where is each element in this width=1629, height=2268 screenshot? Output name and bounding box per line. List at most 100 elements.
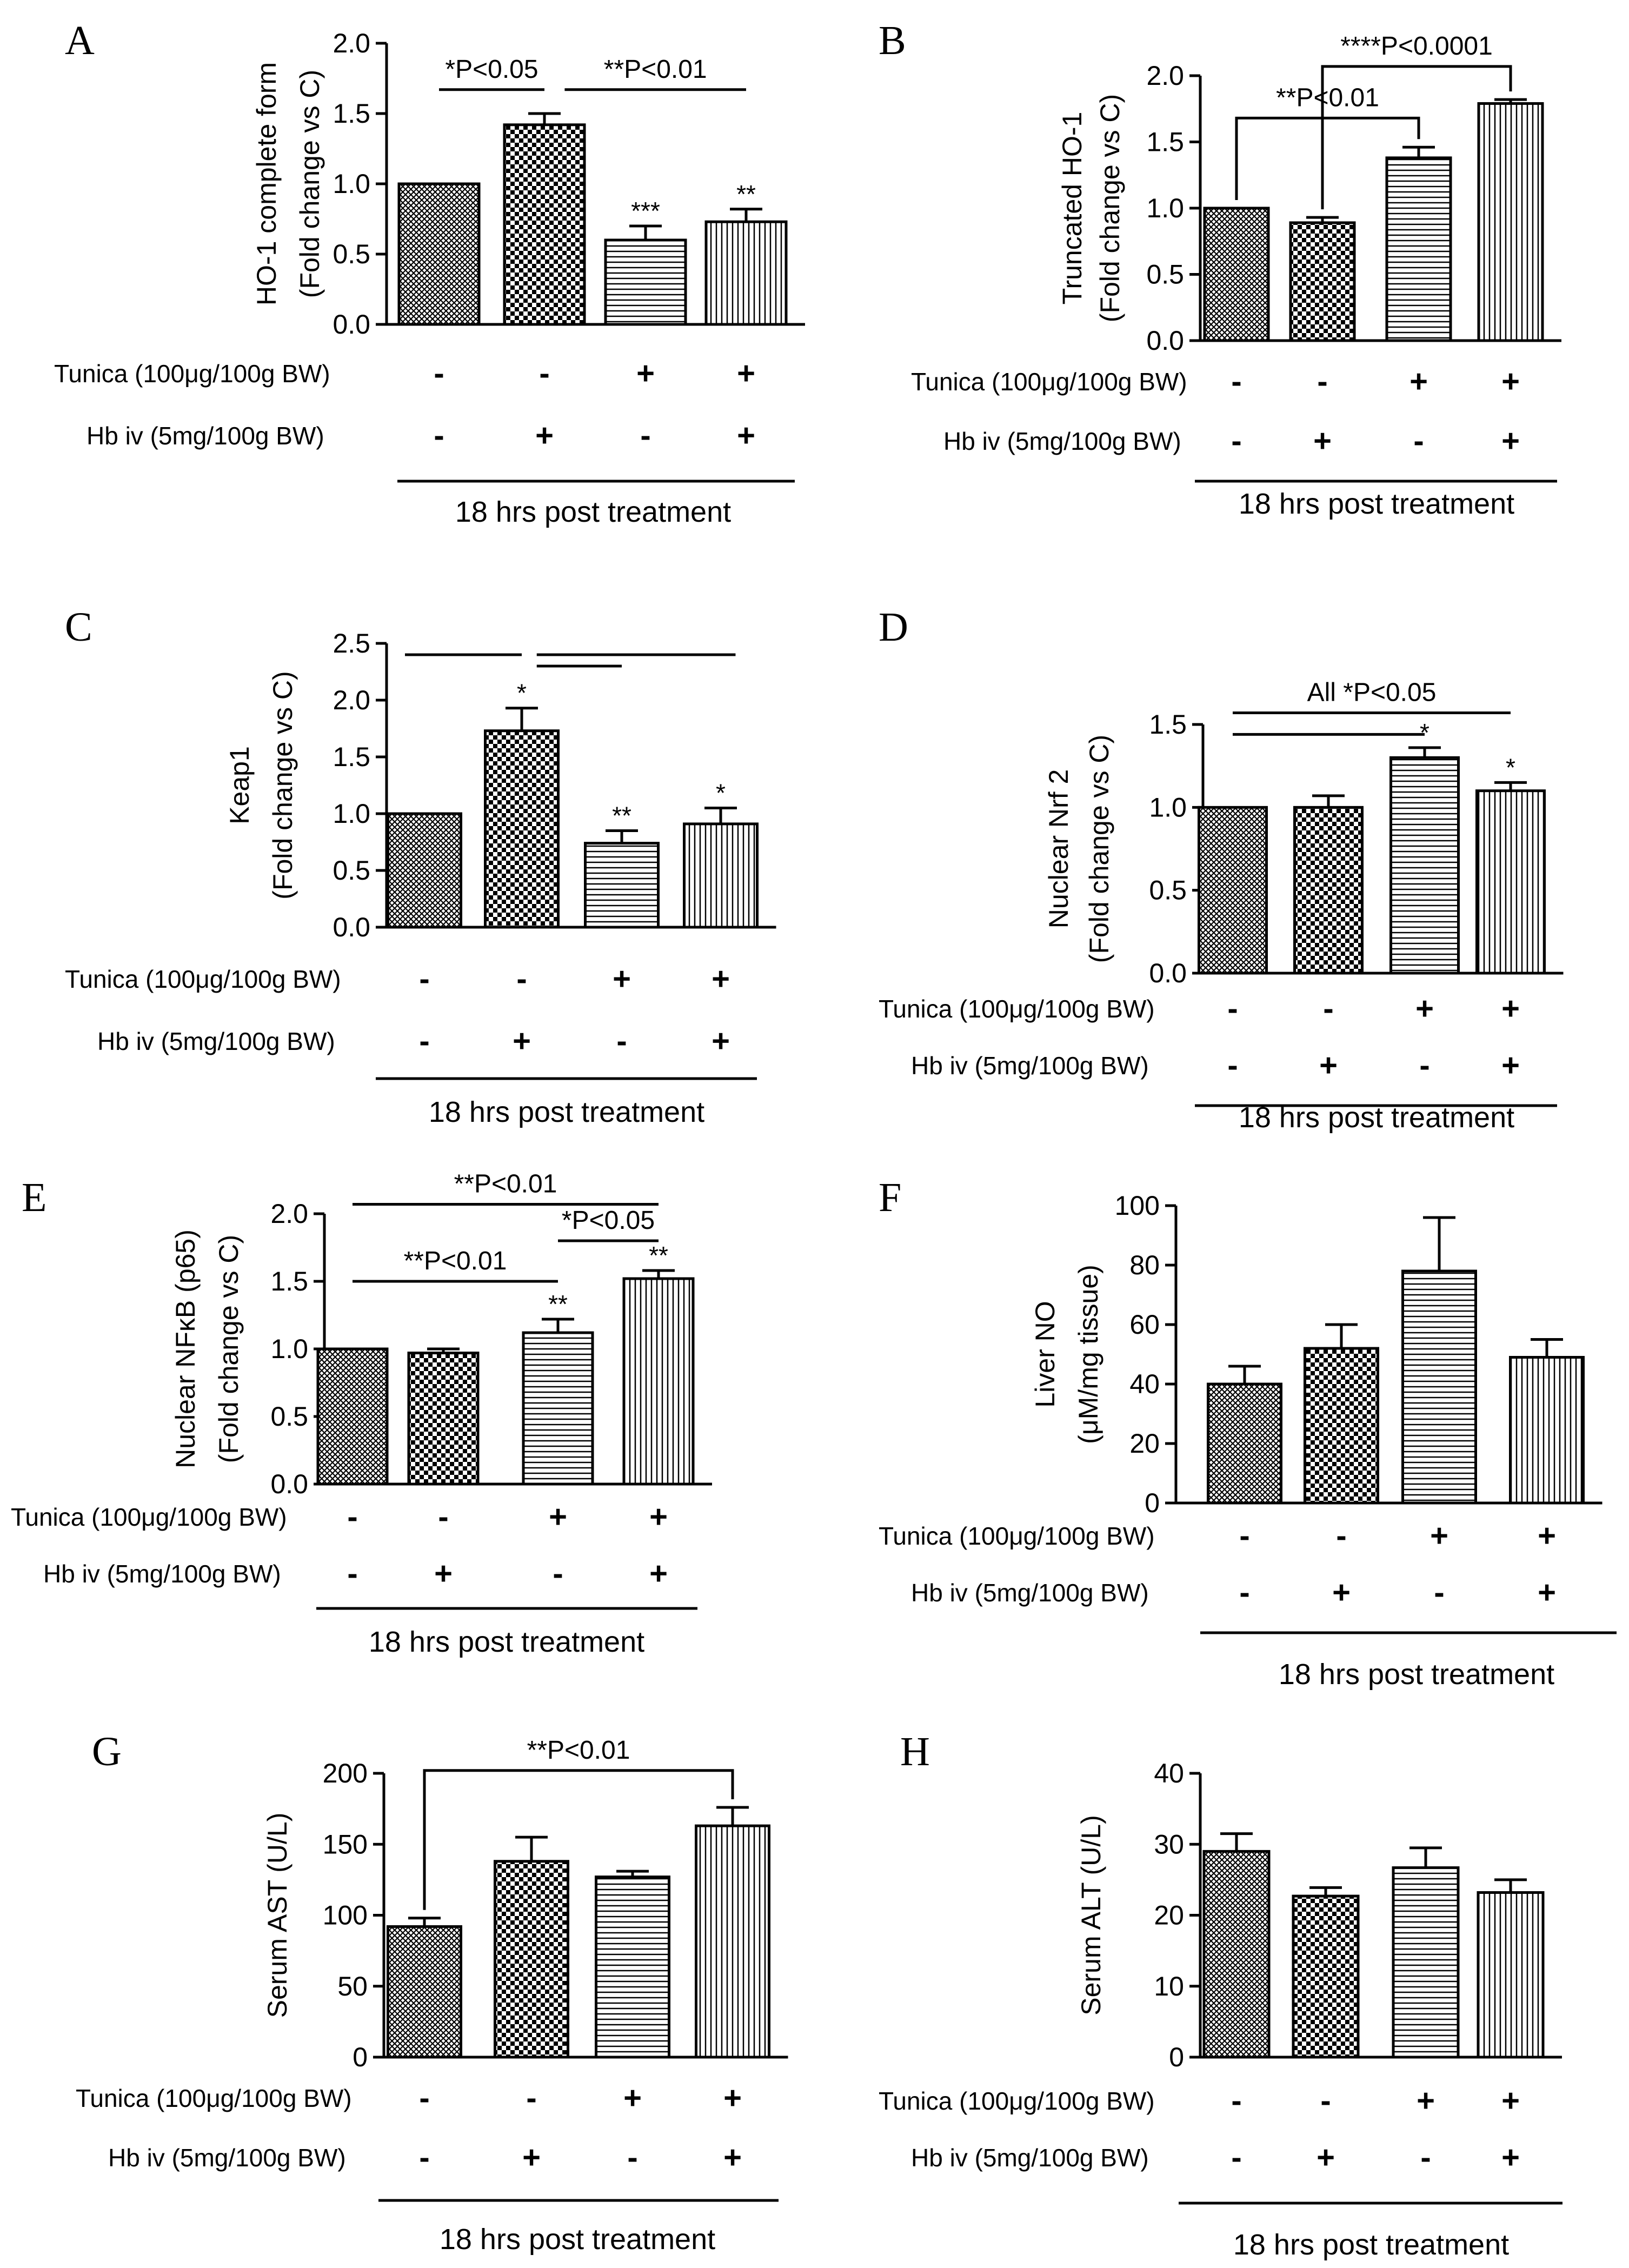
panel-letter: D: [879, 604, 908, 650]
y-tick-label: 1.5: [1149, 709, 1187, 740]
hb-sign: -: [1231, 2140, 1241, 2175]
y-tick-label: 1.0: [333, 799, 370, 829]
timepoint-label: 18 hrs post treatment: [429, 1096, 704, 1128]
bar-2: [1292, 1894, 1360, 2059]
panel-letter: A: [65, 18, 95, 63]
hb-row-label: Hb iv (5mg/100g BW): [97, 1027, 335, 1055]
y-tick-label: 2.0: [333, 28, 370, 58]
y-tick-label: 0.5: [270, 1401, 308, 1432]
y-tick-label: 1.0: [1146, 193, 1184, 223]
tunica-row-label: Tunica (100μg/100g BW): [879, 2087, 1155, 2115]
bar-4: [695, 1824, 770, 2059]
y-axis-title: (Fold change vs C): [1095, 94, 1125, 322]
panel-e: E Nuclear NFκB (p65) (Fold change vs C) 0.0…: [11, 1170, 712, 1658]
bar-3: [1385, 156, 1452, 342]
y-tick-label: 0.0: [333, 309, 370, 340]
panel-g: G Serum AST (U/L) 0 50 100 150 200 **P<0.01 Tuni…: [76, 1729, 788, 2256]
tunica-row-label: Tunica (100μg/100g BW): [65, 965, 341, 993]
y-tick-label: 2.0: [1146, 61, 1184, 91]
hb-sign: -: [1413, 423, 1424, 458]
tunica-sign: +: [636, 356, 655, 391]
hb-sign: +: [723, 2140, 742, 2175]
timepoint-label: 18 hrs post treatment: [1233, 2229, 1509, 2261]
y-axis-title: Nuclear NFκB (p65): [170, 1229, 201, 1468]
tunica-sign: +: [1501, 991, 1520, 1026]
tunica-sign: -: [438, 1499, 448, 1534]
panel-h: H Serum ALT (U/L) 0 10 20 30 40 Tunica (100μg/1…: [879, 1729, 1562, 2261]
y-tick-label: 2.0: [270, 1199, 308, 1229]
hb-sign: +: [1538, 1575, 1556, 1610]
y-axis-title: Serum AST (U/L): [262, 1813, 292, 2018]
y-tick-label: 50: [337, 1971, 368, 2001]
bar-4: [1477, 102, 1544, 342]
significance-stars: *: [716, 779, 726, 807]
y-axis-title: Nuclear Nrf 2: [1043, 769, 1074, 929]
tunica-sign: +: [549, 1499, 567, 1534]
bar-3: [1401, 1269, 1477, 1505]
hb-sign: -: [434, 418, 444, 453]
y-tick-label: 40: [1154, 1758, 1184, 1788]
hb-row-label: Hb iv (5mg/100g BW): [911, 1579, 1149, 1607]
hb-sign: -: [419, 2140, 429, 2175]
y-tick-label: 1.5: [333, 742, 370, 772]
bar-1: [387, 812, 462, 929]
y-axis-title: (Fold change vs C): [1084, 735, 1114, 963]
panel-letter: F: [879, 1175, 901, 1220]
y-tick-label: 30: [1154, 1829, 1184, 1859]
tunica-sign: -: [539, 356, 549, 391]
hb-sign: -: [1420, 2140, 1431, 2175]
y-tick-label: 1.5: [333, 98, 370, 129]
timepoint-label: 18 hrs post treatment: [455, 496, 731, 528]
significance-stars: ***: [631, 197, 660, 225]
y-axis-title: Truncated HO-1: [1057, 112, 1087, 305]
bar-2: [1304, 1347, 1379, 1505]
y-tick-label: 1.0: [1149, 792, 1187, 822]
significance-label: *P<0.05: [445, 55, 538, 84]
hb-sign: +: [712, 1023, 730, 1059]
panel-letter: G: [92, 1729, 122, 1774]
significance-stars: **: [649, 1241, 668, 1269]
tunica-sign: -: [1231, 2083, 1241, 2118]
significance-stars: *: [1420, 719, 1429, 747]
bar-1: [316, 1347, 389, 1486]
y-tick-label: 0.0: [270, 1469, 308, 1499]
panel-letter: C: [65, 604, 92, 650]
bar-2: [503, 123, 586, 326]
bar-3: [522, 1331, 594, 1486]
tunica-sign: +: [1501, 2083, 1520, 2118]
bar-1: [1207, 1382, 1282, 1505]
bar-4: [704, 220, 788, 326]
tunica-sign: +: [1409, 364, 1428, 399]
significance-bracket: [1235, 116, 1420, 200]
hb-sign: +: [535, 418, 554, 453]
panels-container: A HO-1 complete form (Fold change vs C) 0.0…: [11, 18, 1617, 2261]
hb-sign: -: [1231, 423, 1241, 458]
bar-3: [1389, 756, 1460, 975]
tunica-sign: +: [613, 961, 631, 996]
tunica-sign: +: [623, 2080, 642, 2116]
panel-letter: E: [22, 1175, 46, 1220]
tunica-sign: -: [1239, 1518, 1249, 1553]
hb-row-label: Hb iv (5mg/100g BW): [911, 1052, 1149, 1080]
timepoint-label: 18 hrs post treatment: [440, 2223, 715, 2256]
y-axis-title: (Fold change vs C): [268, 671, 298, 899]
tunica-sign: -: [434, 356, 444, 391]
bar-2: [1293, 806, 1364, 975]
hb-sign: +: [522, 2140, 541, 2175]
tunica-sign: -: [516, 961, 527, 996]
hb-sign: +: [1313, 423, 1332, 458]
hb-row-label: Hb iv (5mg/100g BW): [943, 427, 1181, 455]
tunica-row-label: Tunica (100μg/100g BW): [11, 1503, 287, 1531]
y-tick-label: 100: [323, 1900, 368, 1931]
tunica-sign: +: [712, 961, 730, 996]
significance-bracket: [423, 1769, 734, 1910]
timepoint-label: 18 hrs post treatment: [1239, 488, 1514, 520]
panel-letter: H: [900, 1729, 930, 1774]
tunica-sign: -: [1227, 991, 1238, 1026]
y-tick-label: 0.5: [333, 239, 370, 269]
tunica-row-label: Tunica (100μg/100g BW): [54, 360, 330, 388]
tunica-sign: +: [649, 1499, 668, 1534]
y-tick-label: 0.0: [333, 912, 370, 942]
y-tick-label: 20: [1154, 1900, 1184, 1931]
hb-sign: -: [627, 2140, 637, 2175]
